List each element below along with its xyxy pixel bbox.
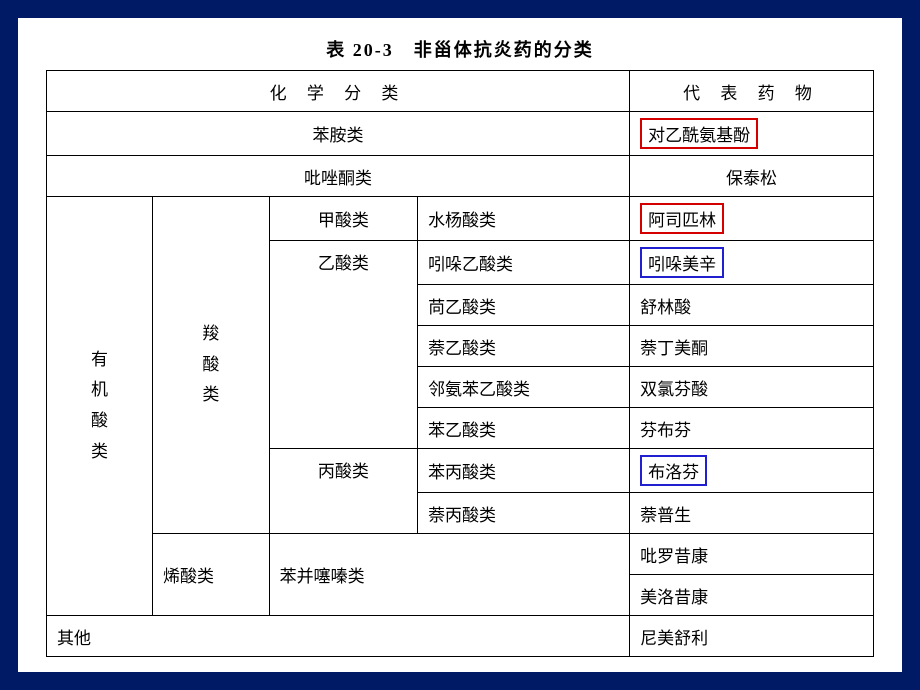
cell-sub: 甲酸类 [269,197,417,241]
cell-drug: 萘丁美酮 [630,326,874,367]
highlight-red: 对乙酰氨基酚 [640,118,758,149]
cell-drug: 尼美舒利 [630,616,874,657]
cell-sub2: 萘丙酸类 [418,493,630,534]
cell-drug: 萘普生 [630,493,874,534]
highlight-blue: 布洛芬 [640,455,707,486]
cell-drug: 保泰松 [630,156,874,197]
cell-drug: 阿司匹林 [630,197,874,241]
cell-drug: 对乙酰氨基酚 [630,112,874,156]
cell-chem: 吡唑酮类 [47,156,630,197]
cell-drug: 芬布芬 [630,408,874,449]
cell-sub2: 水杨酸类 [418,197,630,241]
table-header-row: 化 学 分 类 代 表 药 物 [47,71,874,112]
classification-table: 化 学 分 类 代 表 药 物 苯胺类 对乙酰氨基酚 吡唑酮类 保泰松 有机酸类… [46,70,874,657]
cell-sub2: 邻氨苯乙酸类 [418,367,630,408]
cell-drug: 吲哚美辛 [630,241,874,285]
table-row: 吡唑酮类 保泰松 [47,156,874,197]
cell-sub2: 苯乙酸类 [418,408,630,449]
cell-sub2: 苘乙酸类 [418,285,630,326]
cell-drug: 吡罗昔康 [630,534,874,575]
cell-sub2: 苯丙酸类 [418,449,630,493]
cell-drug: 布洛芬 [630,449,874,493]
header-chem: 化 学 分 类 [47,71,630,112]
cell-sub: 丙酸类 [269,449,417,534]
label-carboxylic: 羧酸类 [202,324,219,404]
document-page: 表 20-3 非甾体抗炎药的分类 化 学 分 类 代 表 药 物 苯胺类 对乙酰… [18,18,902,672]
highlight-red: 阿司匹林 [640,203,724,234]
cell-chem: 苯胺类 [47,112,630,156]
cell-drug: 舒林酸 [630,285,874,326]
cell-sub2: 吲哚乙酸类 [418,241,630,285]
table-title: 表 20-3 非甾体抗炎药的分类 [46,36,874,62]
cell-drug: 美洛昔康 [630,575,874,616]
header-drug: 代 表 药 物 [630,71,874,112]
cell-carboxylic-acid: 羧酸类 [153,197,270,534]
cell-organic-acid: 有机酸类 [47,197,153,616]
table-row: 烯酸类 苯并噻嗪类 吡罗昔康 [47,534,874,575]
cell-sub2: 萘乙酸类 [418,326,630,367]
cell-sub: 乙酸类 [269,241,417,449]
table-row: 其他 尼美舒利 [47,616,874,657]
cell-enolic: 烯酸类 [153,534,270,616]
highlight-blue: 吲哚美辛 [640,247,724,278]
cell-sub2: 苯并噻嗪类 [269,534,629,616]
label-organic: 有机酸类 [91,350,108,461]
cell-drug: 双氯芬酸 [630,367,874,408]
cell-other: 其他 [47,616,630,657]
table-row: 有机酸类 羧酸类 甲酸类 水杨酸类 阿司匹林 [47,197,874,241]
table-row: 苯胺类 对乙酰氨基酚 [47,112,874,156]
